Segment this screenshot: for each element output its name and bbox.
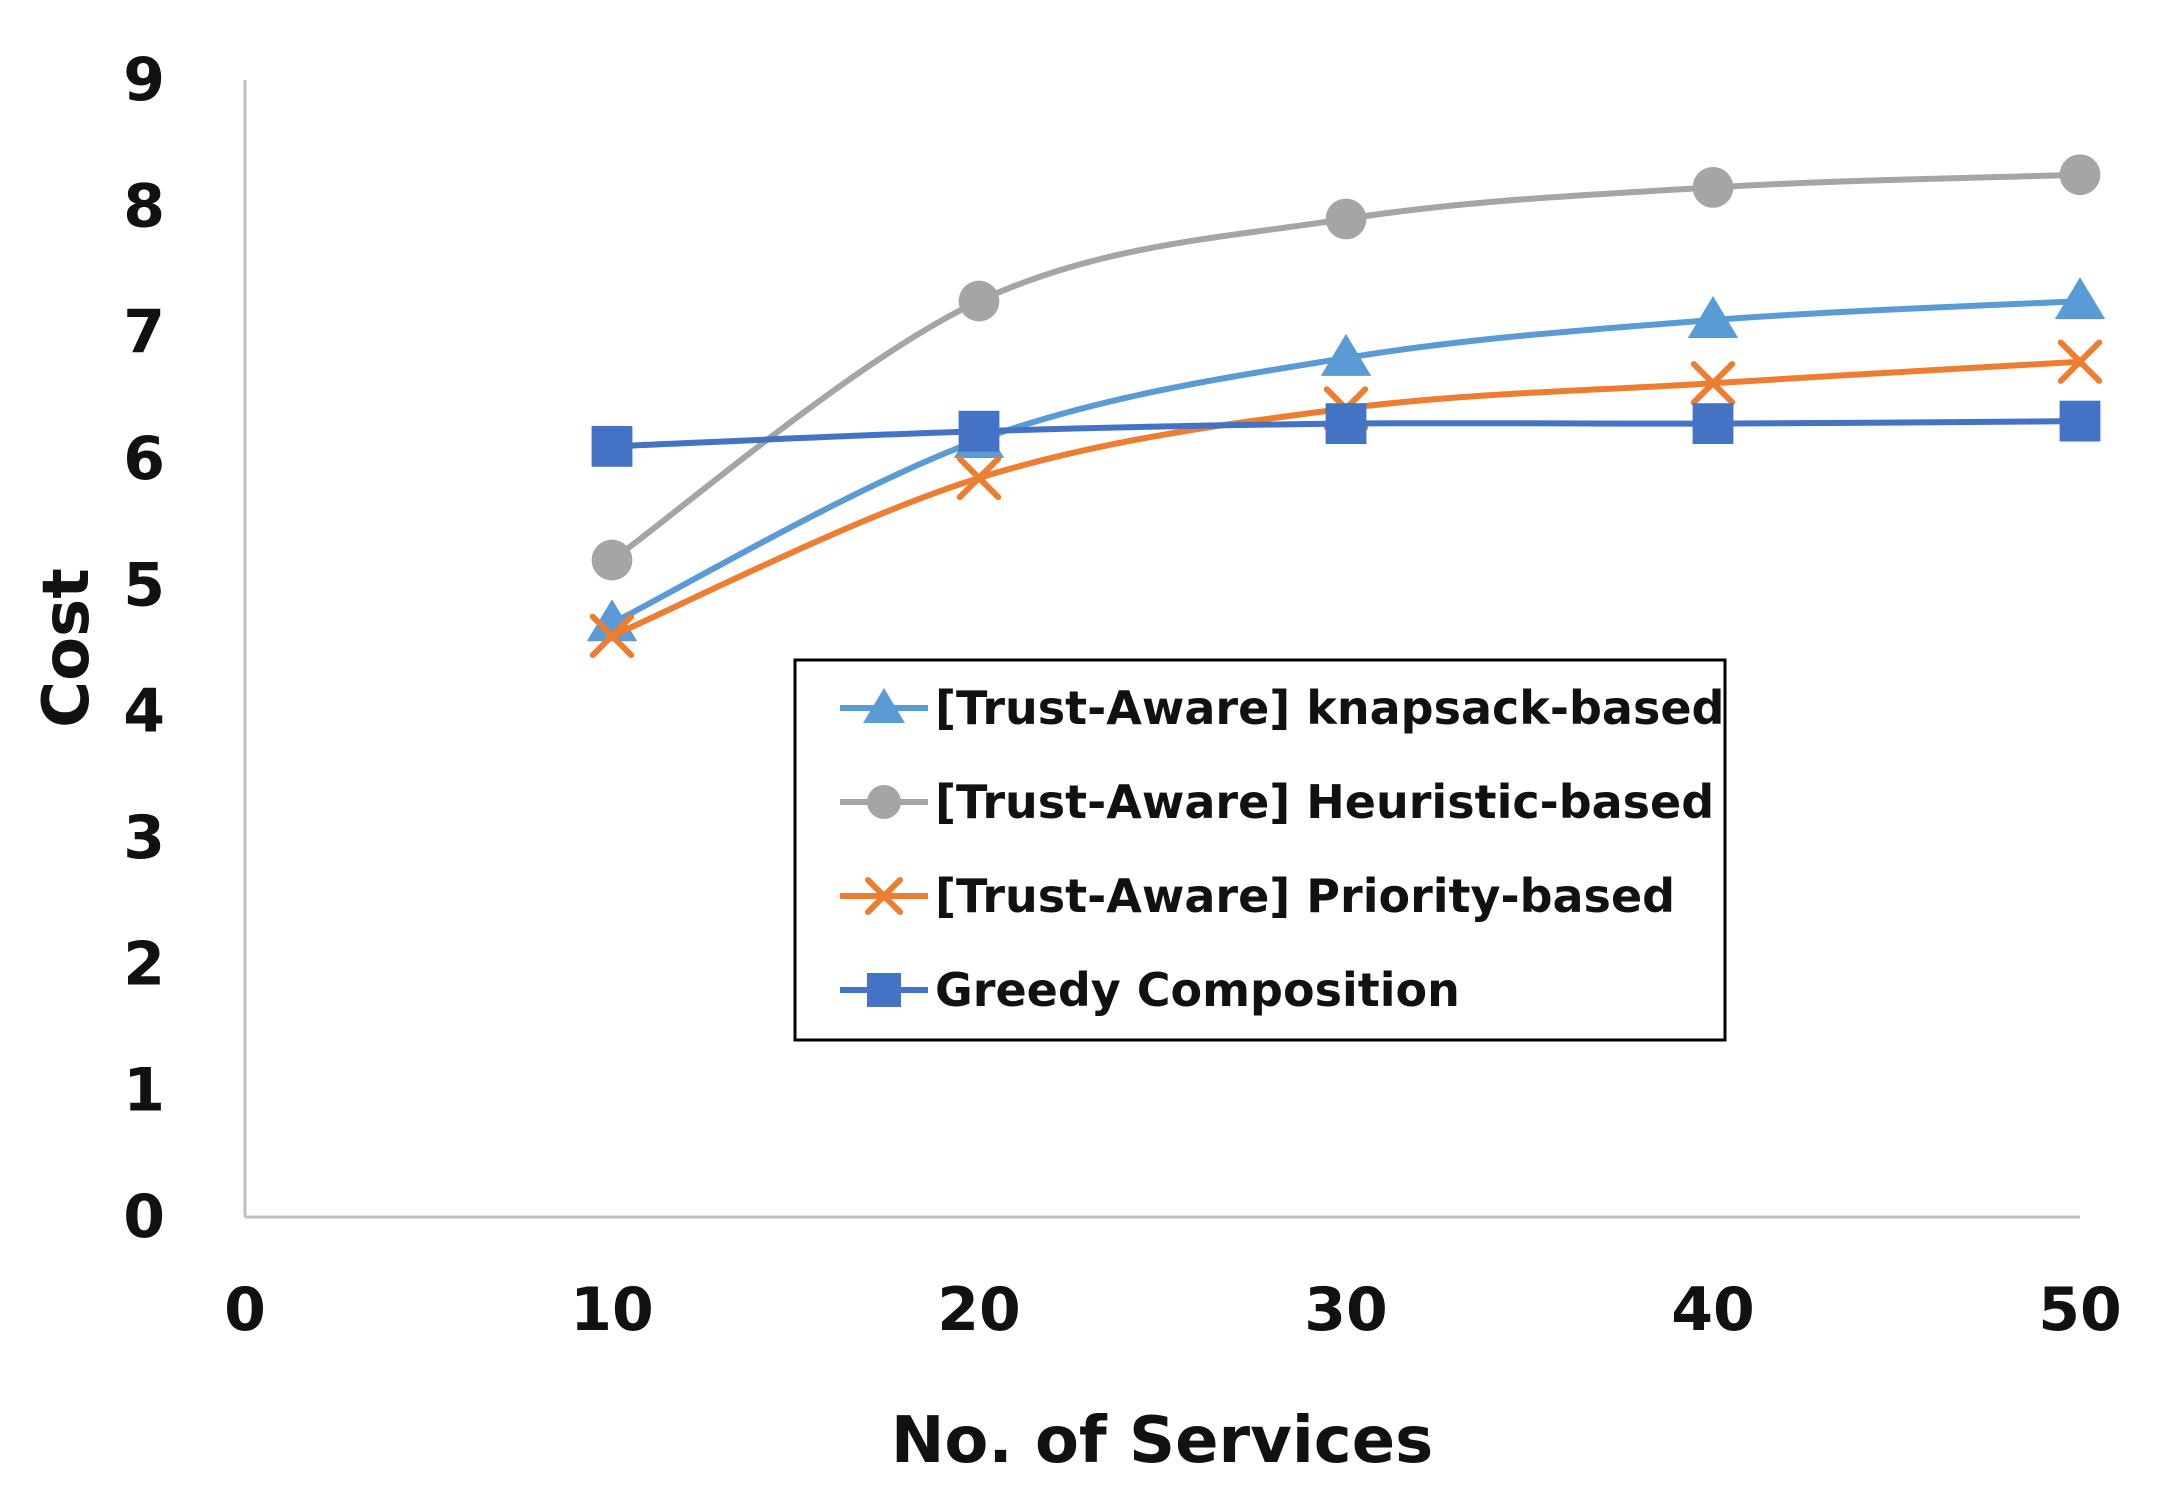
y-tick-label: 8 bbox=[123, 171, 165, 241]
y-tick-label: 9 bbox=[123, 45, 165, 115]
data-point bbox=[958, 280, 1000, 322]
legend-marker bbox=[863, 688, 905, 723]
legend-label: [Trust-Aware] knapsack-based bbox=[935, 681, 1724, 735]
data-point bbox=[591, 539, 633, 581]
data-point bbox=[1325, 198, 1367, 240]
x-tick-label: 40 bbox=[1671, 1275, 1755, 1345]
marker-x-stroke bbox=[589, 613, 635, 659]
data-point bbox=[589, 613, 635, 659]
series-group bbox=[586, 154, 2106, 659]
data-point bbox=[958, 410, 1000, 452]
y-tick-label: 1 bbox=[123, 1056, 165, 1126]
legend-marker bbox=[865, 877, 903, 915]
marker-x-stroke bbox=[1690, 361, 1736, 406]
data-point bbox=[591, 425, 633, 467]
y-tick-label: 3 bbox=[123, 803, 165, 873]
x-tick-label: 10 bbox=[570, 1275, 654, 1345]
legend-label: Greedy Composition bbox=[935, 963, 1460, 1017]
legend-box bbox=[793, 658, 1727, 1042]
data-point bbox=[1687, 296, 1739, 339]
series-2 bbox=[589, 339, 2103, 659]
marker-x-stroke bbox=[2057, 339, 2103, 384]
data-point bbox=[956, 455, 1002, 501]
data-point bbox=[1320, 333, 1372, 376]
data-point bbox=[1692, 403, 1734, 445]
legend-marker bbox=[867, 785, 901, 819]
series-0 bbox=[586, 277, 2106, 642]
y-tick-label: 4 bbox=[123, 677, 165, 747]
x-tick-label: 20 bbox=[937, 1275, 1021, 1345]
x-axis-title: No. of Services bbox=[891, 1404, 1433, 1478]
data-point bbox=[1325, 403, 1367, 445]
data-point bbox=[1690, 361, 1736, 406]
series-3 bbox=[591, 400, 2101, 467]
legend-marker bbox=[867, 973, 901, 1007]
data-point bbox=[2059, 154, 2101, 196]
data-point bbox=[1692, 166, 1734, 208]
series-line bbox=[609, 358, 2083, 639]
x-tick-label: 30 bbox=[1304, 1275, 1388, 1345]
legend-item: [Trust-Aware] Priority-based bbox=[840, 869, 1675, 923]
y-axis-title: Cost bbox=[30, 568, 104, 728]
y-tick-label: 5 bbox=[123, 550, 165, 620]
y-tick-label: 0 bbox=[123, 1182, 165, 1252]
x-tick-label: 0 bbox=[224, 1275, 266, 1345]
y-tick-label: 2 bbox=[123, 929, 165, 999]
series-1 bbox=[591, 154, 2101, 581]
legend-label: [Trust-Aware] Heuristic-based bbox=[935, 775, 1714, 829]
marker-x-stroke bbox=[865, 877, 903, 915]
x-tick-label: 50 bbox=[2038, 1275, 2122, 1345]
y-tick-label: 6 bbox=[123, 424, 165, 494]
marker-x-stroke bbox=[956, 455, 1002, 501]
legend: [Trust-Aware] knapsack-based [Trust-Aware… bbox=[793, 658, 1727, 1042]
legend-item: [Trust-Aware] Heuristic-based bbox=[840, 775, 1714, 829]
data-point bbox=[2054, 277, 2106, 320]
legend-item: [Trust-Aware] knapsack-based bbox=[840, 681, 1724, 735]
data-point bbox=[2057, 339, 2103, 384]
y-tick-label: 7 bbox=[123, 298, 165, 368]
legend-item: Greedy Composition bbox=[840, 963, 1460, 1017]
axes: 0 1 2 3 4 5 6 7 8 9 0 10 20 30 40 50 No. of Services Cost bbox=[30, 45, 2122, 1478]
legend-label: [Trust-Aware] Priority-based bbox=[935, 869, 1675, 923]
data-point bbox=[2059, 400, 2101, 442]
